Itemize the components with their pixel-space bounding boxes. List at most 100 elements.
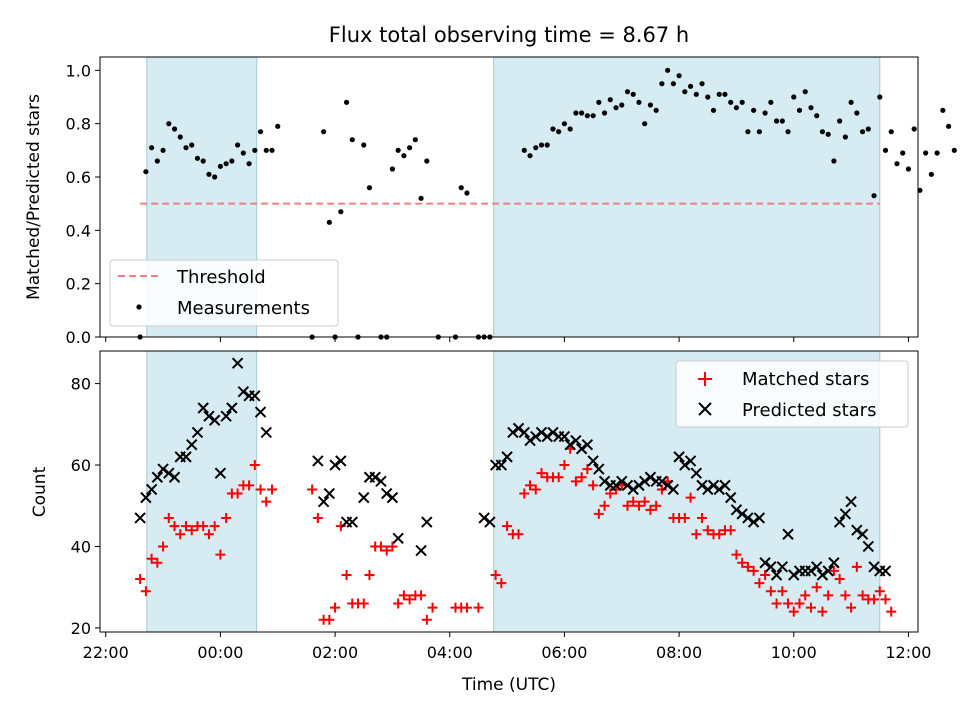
- predicted-star-point: [759, 557, 771, 569]
- ratio-panel-legend: Threshold Measurements: [109, 259, 339, 327]
- measurement-point: [263, 147, 269, 153]
- measurement-point: [894, 161, 900, 167]
- matched-star-point: [341, 569, 352, 580]
- y-tick-label: 0.4: [66, 221, 91, 240]
- matched-star-point: [203, 529, 214, 540]
- matched-star-point: [582, 464, 593, 475]
- predicted-star-point: [329, 459, 341, 471]
- predicted-star-point: [667, 483, 680, 496]
- measurement-point: [791, 94, 797, 100]
- matched-star-point: [209, 521, 220, 532]
- measurement-point: [722, 91, 728, 97]
- measurement-point: [619, 102, 625, 108]
- predicted-legend-swatch: [698, 402, 712, 416]
- predicted-star-point: [249, 390, 261, 402]
- measurement-point: [212, 174, 218, 180]
- predicted-star-point: [231, 357, 244, 369]
- count-legend-box: [675, 360, 909, 428]
- measurement-point: [859, 129, 866, 135]
- ratio-panel: 0.0 0.2 0.4 0.6 0.8 1.0 Matched/Predicted sta…: [24, 56, 957, 347]
- predicted-star-point: [369, 471, 381, 483]
- measurement-point: [349, 137, 355, 143]
- threshold-legend-label: Threshold: [176, 267, 266, 288]
- measurement-point: [269, 147, 275, 153]
- x-tick-label: 12:00: [885, 643, 931, 662]
- predicted-star-point: [730, 504, 743, 516]
- predicted-star-point: [702, 483, 714, 496]
- predicted-star-point: [524, 434, 536, 447]
- matched-star-point: [737, 557, 748, 568]
- matched-star-point: [651, 500, 662, 511]
- predicted-star-point: [782, 528, 794, 540]
- predicted-star-point: [134, 512, 146, 524]
- measurement-point: [837, 118, 843, 124]
- matched-star-point: [725, 525, 736, 536]
- matched-star-point: [628, 496, 639, 507]
- measurement-point: [154, 158, 160, 164]
- predicted-star-point: [765, 561, 777, 573]
- predicted-star-point: [380, 487, 393, 500]
- matched-star-point: [152, 557, 163, 568]
- predicted-star-point: [816, 569, 829, 581]
- predicted-star-point: [805, 565, 817, 577]
- predicted-star-point: [535, 426, 548, 439]
- predicted-star-point: [392, 532, 404, 545]
- predicted-star-point: [598, 475, 611, 488]
- matched-star-point: [140, 586, 151, 597]
- measurement-point: [882, 147, 889, 153]
- predicted-star-point: [719, 479, 731, 492]
- measurements-legend-label: Measurements: [177, 298, 310, 319]
- matched-star-point: [656, 484, 667, 495]
- matched-star-point: [364, 569, 375, 580]
- measurement-point: [326, 219, 332, 225]
- y-tick-label: 20: [71, 619, 91, 638]
- measurement-point: [418, 195, 424, 201]
- measurement-point: [865, 126, 871, 132]
- measurement-point: [194, 155, 201, 161]
- predicted-star-point: [776, 561, 789, 573]
- matched-star-point: [869, 594, 880, 605]
- matched-star-point: [387, 541, 398, 552]
- shaded-interval: [493, 56, 881, 338]
- predicted-star-point: [770, 569, 783, 581]
- measurement-point: [590, 113, 596, 119]
- ratio-panel-frame: [99, 56, 919, 338]
- measurement-point: [556, 129, 562, 135]
- matched-star-point: [622, 500, 633, 511]
- predicted-star-point: [151, 471, 164, 483]
- predicted-star-point: [833, 516, 846, 528]
- measurement-point: [584, 113, 590, 119]
- predicted-star-point: [822, 565, 834, 577]
- matched-star-point: [416, 590, 427, 601]
- predicted-star-point: [610, 479, 622, 492]
- measurement-point: [653, 107, 659, 113]
- matched-star-point: [181, 521, 192, 532]
- predicted-star-point: [581, 438, 594, 451]
- matched-star-point: [697, 512, 708, 523]
- measurement-point: [831, 158, 837, 164]
- predicted-star-point: [587, 455, 599, 467]
- predicted-star-point: [656, 475, 668, 488]
- x-tick-label: 06:00: [541, 643, 587, 662]
- matched-star-point: [645, 504, 656, 515]
- matched-star-point: [135, 574, 146, 585]
- measurement-point: [223, 161, 229, 167]
- measurement-point: [745, 129, 751, 135]
- predicted-star-point: [547, 426, 559, 439]
- measurement-point: [917, 187, 923, 193]
- matched-star-point: [473, 602, 484, 613]
- matched-star-point: [760, 569, 771, 580]
- predicted-star-point: [747, 516, 760, 528]
- predicted-star-point: [851, 524, 863, 536]
- matched-star-point: [576, 472, 587, 483]
- measurement-point: [166, 121, 172, 127]
- measurement-point: [389, 166, 396, 172]
- measurement-point: [773, 118, 780, 124]
- matched-star-point: [198, 521, 209, 532]
- matched-star-point: [267, 484, 278, 495]
- predicted-star-point: [862, 540, 875, 553]
- matched-star-point: [714, 529, 725, 540]
- count-panel-frame: [99, 350, 919, 633]
- matched-star-point: [490, 569, 501, 580]
